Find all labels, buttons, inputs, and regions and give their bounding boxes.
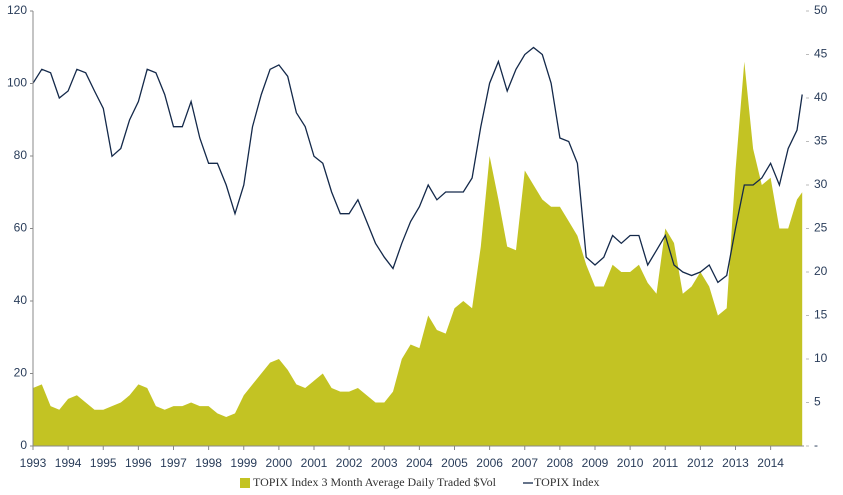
x-tick-label: 2006 — [476, 456, 503, 470]
x-tick-label: 2007 — [511, 456, 538, 470]
x-tick-label: 2002 — [336, 456, 363, 470]
y2-tick-label: - — [814, 438, 818, 452]
x-tick-label: 2010 — [617, 456, 644, 470]
x-tick-label: 2012 — [687, 456, 714, 470]
x-tick-label: 1993 — [20, 456, 47, 470]
x-tick-label: 1998 — [195, 456, 222, 470]
x-tick-label: 1999 — [230, 456, 257, 470]
y-tick-label: 0 — [20, 438, 27, 452]
y-tick-label: 40 — [14, 293, 28, 307]
x-tick-label: 2009 — [582, 456, 609, 470]
y-tick-label: 100 — [7, 76, 27, 90]
x-tick-label: 2001 — [301, 456, 328, 470]
x-tick-label: 1994 — [55, 456, 82, 470]
x-tick-label: 1996 — [125, 456, 152, 470]
legend-label: TOPIX Index — [534, 475, 599, 489]
legend-label: TOPIX Index 3 Month Average Daily Traded… — [253, 475, 497, 489]
y-tick-label: 20 — [14, 366, 28, 380]
x-tick-label: 2011 — [652, 456, 678, 470]
legend-swatch — [240, 478, 250, 488]
x-tick-label: 1995 — [90, 456, 117, 470]
x-tick-label: 2013 — [722, 456, 749, 470]
y2-tick-label: 50 — [814, 3, 828, 17]
y-tick-label: 60 — [14, 221, 28, 235]
x-tick-label: 2003 — [371, 456, 398, 470]
y-tick-label: 80 — [14, 148, 28, 162]
x-tick-label: 2014 — [757, 456, 784, 470]
x-tick-label: 2004 — [406, 456, 433, 470]
y2-tick-label: 15 — [814, 308, 828, 322]
x-tick-label: 2008 — [547, 456, 574, 470]
y-tick-label: 120 — [7, 3, 27, 17]
y2-tick-label: 30 — [814, 177, 828, 191]
y2-tick-label: 20 — [814, 264, 828, 278]
y2-tick-label: 40 — [814, 90, 828, 104]
y2-tick-label: 25 — [814, 221, 828, 235]
x-tick-label: 2000 — [266, 456, 293, 470]
y2-tick-label: 5 — [814, 395, 821, 409]
y2-tick-label: 35 — [814, 134, 828, 148]
y2-tick-label: 45 — [814, 47, 828, 61]
line — [32, 46, 803, 284]
x-tick-label: 2005 — [441, 456, 468, 470]
area — [33, 61, 803, 447]
y2-tick-label: 10 — [814, 351, 828, 365]
x-tick-label: 1997 — [160, 456, 187, 470]
